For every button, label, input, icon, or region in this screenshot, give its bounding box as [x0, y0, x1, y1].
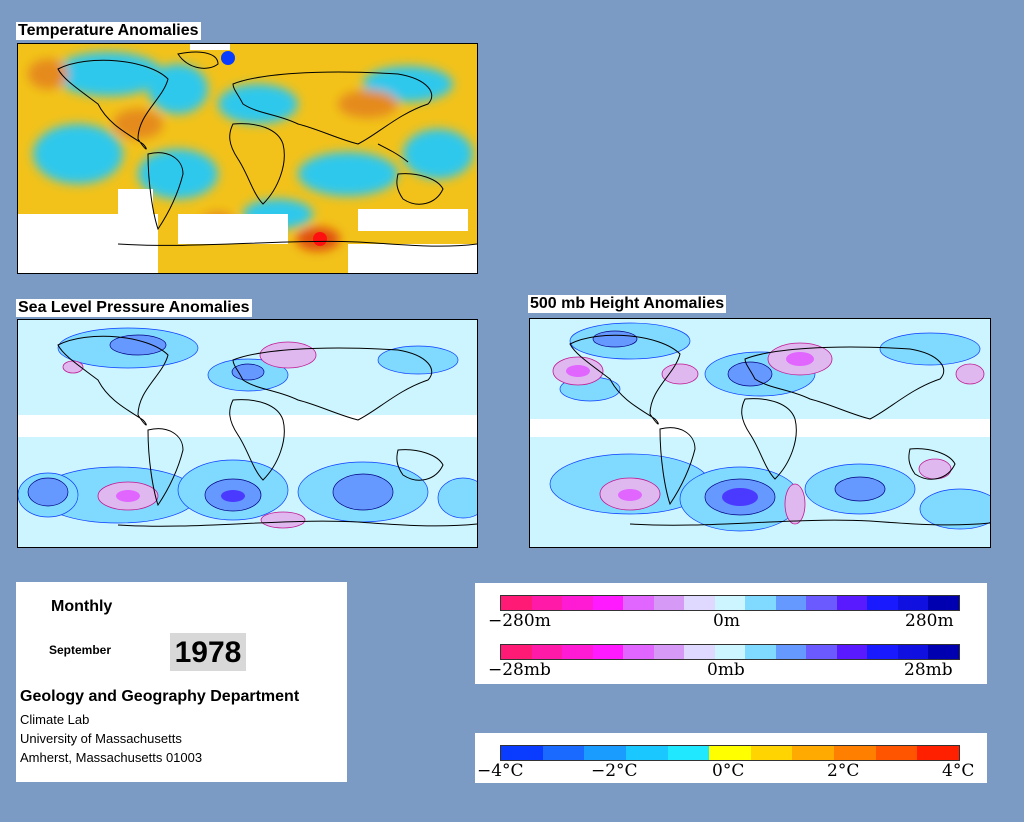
height-swatch	[592, 596, 624, 610]
pressure-swatch	[653, 645, 685, 659]
height-mid-label: 0m	[713, 611, 740, 631]
temperature-swatch	[584, 746, 626, 760]
pressure-swatch	[562, 645, 593, 659]
month-label: September	[49, 643, 112, 657]
height-swatch	[928, 596, 959, 610]
height-swatch	[836, 596, 868, 610]
temperature-swatch	[542, 746, 585, 760]
pressure-swatch	[623, 645, 654, 659]
temp-label-neg4: −4°C	[477, 761, 524, 781]
height-swatch	[806, 596, 837, 610]
period-label: Monthly	[51, 598, 113, 615]
pressure-swatch	[867, 645, 898, 659]
pressure-min-label: −28mb	[488, 660, 551, 680]
pressure-swatch	[806, 645, 837, 659]
height-swatch	[531, 596, 563, 610]
temp-label-2: 2°C	[827, 761, 860, 781]
pressure-swatch	[592, 645, 624, 659]
temperature-anomaly-map	[17, 43, 478, 274]
pressure-swatch	[531, 645, 563, 659]
temperature-swatch	[875, 746, 918, 760]
temperature-swatch	[917, 746, 960, 760]
height-swatch	[623, 596, 654, 610]
university-name: University of Massachusetts	[20, 731, 182, 746]
pressure-max-label: 28mb	[904, 660, 953, 680]
height-swatch	[867, 596, 898, 610]
year-badge: 1978	[170, 633, 246, 671]
temp-label-0: 0°C	[712, 761, 745, 781]
pressure-colorbar	[500, 644, 960, 660]
pressure-swatch	[684, 645, 715, 659]
height-swatch	[684, 596, 715, 610]
height-swatch	[714, 596, 746, 610]
pressure-swatch	[928, 645, 959, 659]
height-colorbar	[500, 595, 960, 611]
temperature-legend: −4°C −2°C 0°C 2°C 4°C	[475, 733, 987, 783]
department-name: Geology and Geography Department	[20, 688, 300, 705]
height-swatch	[775, 596, 807, 610]
temperature-swatch	[625, 746, 668, 760]
temp-label-neg2: −2°C	[591, 761, 638, 781]
address-line: Amherst, Massachusetts 01003	[20, 750, 203, 765]
pressure-swatch	[775, 645, 807, 659]
temperature-map-title: Temperature Anomalies	[16, 22, 201, 40]
height-swatch	[897, 596, 929, 610]
temperature-swatch	[750, 746, 793, 760]
temperature-swatch	[792, 746, 835, 760]
temperature-swatch	[501, 746, 543, 760]
pressure-swatch	[836, 645, 868, 659]
pressure-swatch	[897, 645, 929, 659]
height-max-label: 280m	[905, 611, 954, 631]
lab-name: Climate Lab	[20, 712, 90, 727]
temperature-swatch	[709, 746, 751, 760]
height-pressure-legend: −280m 0m 280m −28mb 0mb 28mb	[475, 583, 987, 684]
temp-label-4: 4°C	[942, 761, 975, 781]
slp-anomaly-map	[17, 319, 478, 548]
height-swatch	[745, 596, 776, 610]
height-min-label: −280m	[488, 611, 551, 631]
temperature-swatch	[667, 746, 710, 760]
info-panel: Monthly September 1978 Geology and Geogr…	[16, 582, 347, 782]
height500-anomaly-map	[529, 318, 991, 548]
pressure-swatch	[714, 645, 746, 659]
height-swatch	[501, 596, 532, 610]
pressure-swatch	[745, 645, 776, 659]
temperature-colorbar	[500, 745, 960, 761]
pressure-swatch	[501, 645, 532, 659]
temperature-swatch	[834, 746, 876, 760]
height-swatch	[653, 596, 685, 610]
pressure-mid-label: 0mb	[707, 660, 745, 680]
height500-map-title: 500 mb Height Anomalies	[528, 295, 727, 313]
height-swatch	[562, 596, 593, 610]
slp-map-title: Sea Level Pressure Anomalies	[16, 299, 252, 317]
